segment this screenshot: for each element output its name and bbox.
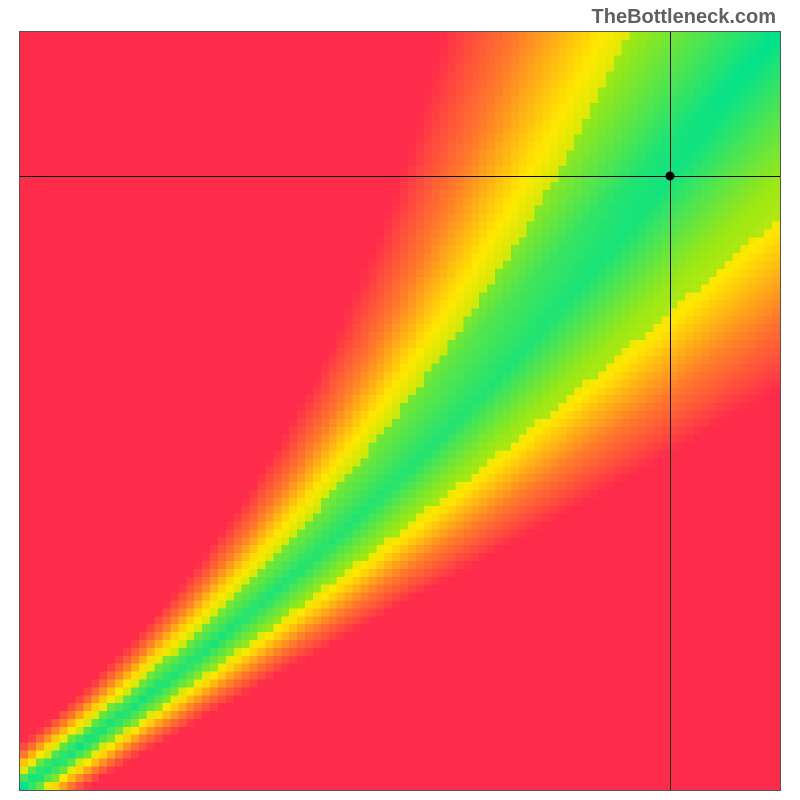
heatmap-canvas	[20, 32, 780, 790]
crosshair-vertical	[670, 32, 671, 790]
bottleneck-heatmap	[20, 32, 780, 790]
attribution-text: TheBottleneck.com	[592, 6, 776, 29]
selection-marker	[665, 172, 674, 181]
